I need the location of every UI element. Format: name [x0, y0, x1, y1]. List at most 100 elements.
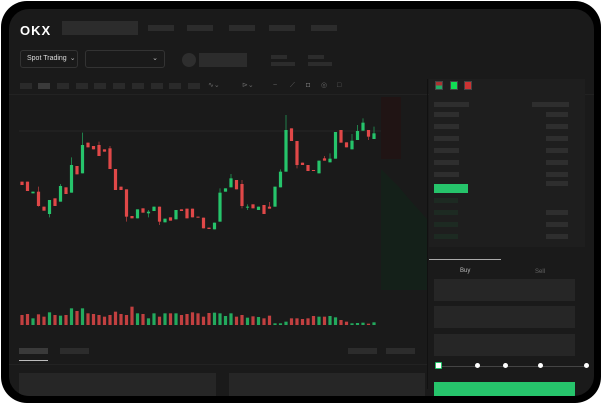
stat-label	[308, 55, 324, 59]
bid-price	[434, 222, 458, 227]
candle	[295, 141, 299, 165]
candle	[355, 131, 360, 140]
volume-bar	[97, 315, 101, 325]
ruler-icon[interactable]: ⟋	[290, 82, 295, 89]
volume-bar	[207, 313, 211, 325]
timeframe-button[interactable]	[57, 83, 69, 89]
volume-bar	[212, 312, 217, 325]
candle	[190, 208, 195, 218]
stat-value	[308, 62, 332, 66]
book-asks-icon[interactable]	[464, 81, 472, 90]
price-input[interactable]	[434, 279, 575, 301]
slider-stop-25[interactable]	[475, 363, 480, 368]
timeframe-button[interactable]	[94, 83, 106, 89]
book-bids-icon[interactable]	[450, 81, 458, 90]
volume-bar	[355, 323, 360, 325]
volume-bar	[20, 315, 24, 325]
market-dropdown[interactable]: Spot Trading ⌄	[20, 50, 78, 68]
tab-sell[interactable]: Sell	[535, 269, 546, 275]
pair-name	[199, 53, 247, 67]
candle	[361, 122, 365, 131]
volume-bar	[124, 315, 129, 325]
volume-bar	[223, 316, 228, 325]
candle	[179, 209, 184, 211]
volume-bar	[295, 318, 299, 325]
nav-item[interactable]	[311, 25, 337, 31]
chart-type-icon[interactable]: ∿⌄	[208, 82, 220, 89]
filter-button[interactable]	[348, 348, 377, 354]
indicator-icon[interactable]: ⊳⌄	[242, 82, 254, 89]
volume-bar	[31, 318, 35, 325]
candle	[64, 187, 68, 194]
volume-bar	[322, 316, 327, 325]
volume-bar	[218, 313, 222, 325]
candle	[36, 191, 41, 206]
volume-bar	[102, 316, 107, 325]
candle	[366, 130, 371, 137]
fullscreen-icon[interactable]: □	[337, 82, 342, 89]
nav-item[interactable]	[229, 25, 255, 31]
ask-price	[434, 160, 459, 165]
timeframe-button[interactable]	[113, 83, 125, 89]
slider-stop-100[interactable]	[584, 363, 589, 368]
ask-price	[434, 148, 459, 153]
amount-input[interactable]	[434, 306, 575, 328]
pair-dropdown[interactable]: ⌄	[85, 50, 165, 68]
candlestick-chart[interactable]	[9, 9, 594, 396]
candle	[119, 186, 123, 190]
candle	[196, 216, 200, 218]
buy-button[interactable]	[434, 382, 575, 396]
timeframe-button[interactable]	[188, 83, 200, 89]
amount-slider[interactable]	[438, 366, 588, 367]
chevron-down-icon: ⌄	[69, 55, 76, 62]
timeframe-button[interactable]	[76, 83, 88, 89]
volume-bar	[91, 314, 96, 325]
timeframe-button[interactable]	[20, 83, 32, 89]
candle	[344, 142, 349, 148]
candle	[42, 206, 46, 211]
volume-bar	[185, 314, 189, 325]
volume-bar	[311, 316, 316, 325]
candle	[185, 208, 189, 219]
volume-bar	[262, 318, 266, 325]
total-input[interactable]	[434, 334, 575, 356]
candle	[234, 180, 239, 190]
slider-stop-50[interactable]	[503, 363, 508, 368]
volume-bar	[152, 313, 156, 325]
tab-open-orders[interactable]	[19, 348, 48, 354]
slider-handle[interactable]	[435, 362, 442, 369]
volume-bar	[278, 323, 283, 325]
nav-item[interactable]	[148, 25, 174, 31]
filter-button[interactable]	[386, 348, 415, 354]
volume-bar	[300, 319, 305, 325]
slider-stop-75[interactable]	[538, 363, 543, 368]
candle	[240, 184, 244, 206]
nav-item[interactable]	[187, 25, 213, 31]
nav-item[interactable]	[269, 25, 295, 31]
search-bar[interactable]	[62, 21, 138, 35]
buy-tab-indicator	[429, 259, 501, 260]
camera-icon[interactable]: ◘	[306, 82, 311, 89]
candle	[163, 218, 167, 223]
volume-bar	[25, 314, 30, 325]
tab-order-history[interactable]	[60, 348, 89, 354]
candle	[53, 198, 57, 206]
book-header	[532, 102, 569, 107]
timeframe-button[interactable]	[151, 83, 163, 89]
candle	[69, 165, 74, 193]
timeframe-button[interactable]	[169, 83, 181, 89]
candle	[58, 186, 63, 202]
book-both-icon[interactable]	[435, 81, 443, 90]
candle	[174, 210, 178, 220]
timeframe-button[interactable]	[132, 83, 144, 89]
line-tool-icon[interactable]: ~	[273, 82, 278, 89]
timeframe-button[interactable]	[38, 83, 50, 89]
volume-bar	[229, 313, 233, 325]
volume-bar	[157, 316, 162, 325]
okx-logo: OKX	[20, 23, 52, 38]
candle	[339, 130, 343, 143]
tab-buy[interactable]: Buy	[460, 268, 471, 274]
divider	[9, 94, 594, 95]
settings-icon[interactable]: ◎	[321, 82, 328, 89]
candle	[273, 186, 277, 207]
